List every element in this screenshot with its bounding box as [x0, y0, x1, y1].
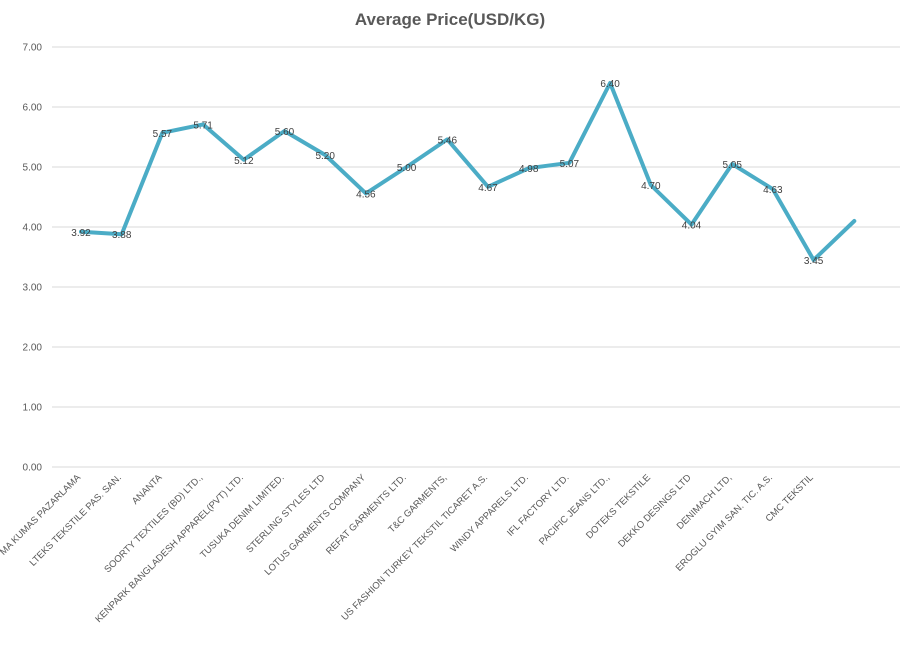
data-label: 4.04	[682, 221, 702, 232]
series-line	[79, 81, 857, 262]
y-tick-label: 7.00	[23, 43, 43, 54]
y-tick-label: 5.00	[23, 163, 43, 174]
x-tick-label: US FASHION TURKEY TEKSTIL TICARET A.S.	[339, 472, 490, 623]
data-label: 3.92	[71, 228, 91, 239]
y-tick-label: 1.00	[23, 403, 43, 414]
data-label: 3.45	[804, 256, 824, 267]
x-tick-label: MA KUMAS PAZARLAMA	[0, 472, 84, 558]
x-tick-label: DEKKO DESINGS LTD	[616, 472, 694, 550]
y-tick-label: 4.00	[23, 223, 43, 234]
x-tick-label: REFAT GARMENTS LTD.	[324, 472, 409, 557]
chart-title: Average Price(USD/KG)	[354, 10, 546, 29]
data-label: 3.88	[112, 230, 132, 241]
x-tick-label: WINDY APPARELS LTD.	[448, 472, 530, 554]
data-label: 5.07	[560, 159, 580, 170]
x-tick-label: KENPARK BANGLADESH APPAREL(PVT) LTD.	[93, 472, 246, 625]
x-tick-label: STERLING STYLES LTD	[244, 472, 327, 555]
y-axis-tick-labels: 0.00 1.00 2.00 3.00 4.00 5.00 6.00 7.00	[23, 43, 43, 474]
data-label: 5.00	[397, 163, 417, 174]
data-label: 4.67	[478, 183, 498, 194]
y-tick-label: 6.00	[23, 103, 43, 114]
data-label: 5.57	[153, 129, 173, 140]
data-label: 5.20	[315, 151, 335, 162]
y-tick-label: 2.00	[23, 343, 43, 354]
x-tick-label: TUSUKA DENIM LIMITED.	[198, 472, 286, 560]
series-line-layer	[79, 81, 857, 262]
y-tick-label: 3.00	[23, 283, 43, 294]
data-label: 5.05	[722, 160, 742, 171]
data-label: 5.46	[438, 135, 458, 146]
x-tick-label: PACIFIC JEANS LTD.,	[537, 472, 612, 547]
data-labels: 3.92 3.88 5.57 5.71 5.12 5.60 5.20 4.56 5.00 5.46…	[71, 79, 824, 267]
data-label: 4.56	[356, 189, 376, 200]
x-tick-label: ANANTA	[130, 472, 165, 507]
data-label: 5.12	[234, 156, 254, 167]
data-label: 6.40	[600, 79, 620, 90]
data-label: 5.60	[275, 127, 295, 138]
data-label: 5.71	[193, 120, 213, 131]
data-label: 4.63	[763, 185, 783, 196]
gridlines	[52, 46, 900, 468]
data-label: 4.98	[519, 164, 539, 175]
y-tick-label: 0.00	[23, 463, 43, 474]
data-label: 4.70	[641, 181, 661, 192]
